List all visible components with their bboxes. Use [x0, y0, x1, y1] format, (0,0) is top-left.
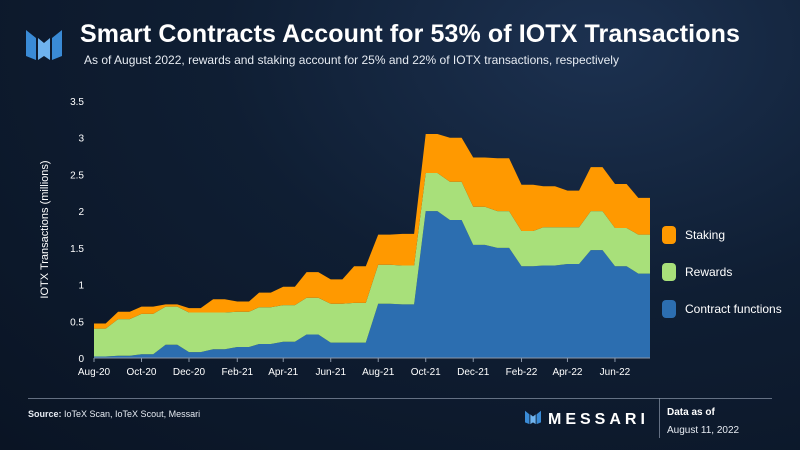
- legend-label-staking: Staking: [685, 228, 725, 242]
- legend-swatch-contract-functions: [662, 300, 676, 318]
- messari-logo-icon: [524, 409, 542, 430]
- x-tick-label: Feb-21: [221, 367, 253, 378]
- x-tick-label: Oct-21: [411, 367, 441, 378]
- chart-title: Smart Contracts Account for 53% of IOTX …: [80, 20, 740, 48]
- footer-divider: [28, 398, 772, 399]
- legend-label-contract-functions: Contract functions: [685, 302, 782, 316]
- legend-swatch-staking: [662, 226, 676, 244]
- source-note: Source: IoTeX Scan, IoTeX Scout, Messari: [28, 409, 200, 419]
- series-area-rewards: [94, 173, 650, 357]
- y-tick-label: 1.5: [70, 244, 84, 255]
- y-tick-label: 3.5: [70, 97, 84, 108]
- y-tick-label: 0: [78, 354, 84, 365]
- series-area-contract-functions: [94, 211, 650, 358]
- brand-name: MESSARI: [548, 410, 649, 428]
- x-tick-label: Feb-22: [506, 367, 538, 378]
- y-tick-label: 0.5: [70, 317, 84, 328]
- x-tick-label: Apr-22: [552, 367, 582, 378]
- x-tick-label: Dec-20: [173, 367, 206, 378]
- x-tick-label: Aug-20: [78, 367, 111, 378]
- messari-logo-icon: [24, 26, 64, 62]
- y-tick-label: 2: [78, 207, 84, 218]
- data-as-of-label: Data as of: [667, 407, 715, 418]
- x-tick-label: Jun-22: [600, 367, 631, 378]
- brand-mark: MESSARI: [524, 409, 649, 430]
- data-as-of-date: August 11, 2022: [667, 425, 740, 436]
- chart-subtitle: As of August 2022, rewards and staking a…: [84, 53, 619, 67]
- y-axis-title: IOTX Transactions (millions): [39, 160, 51, 298]
- source-label: Source:: [28, 409, 62, 419]
- series-area-staking: [94, 134, 650, 329]
- chart-area: 0 0.5 1 1.5 2 2.5 3 3.5 Aug-20 Oct-20 Dec-20 Feb-21…: [39, 97, 782, 378]
- y-tick-label: 2.5: [70, 170, 84, 181]
- y-tick-label: 3: [78, 134, 84, 145]
- footer-vertical-divider: [659, 398, 660, 438]
- x-tick-label: Aug-21: [362, 367, 395, 378]
- legend-swatch-rewards: [662, 263, 676, 281]
- x-tick-label: Dec-21: [457, 367, 490, 378]
- legend-label-rewards: Rewards: [685, 265, 732, 279]
- x-tick-label: Apr-21: [268, 367, 298, 378]
- x-tick-label: Oct-20: [126, 367, 156, 378]
- y-tick-label: 1: [78, 281, 84, 292]
- source-text: IoTeX Scan, IoTeX Scout, Messari: [61, 409, 201, 419]
- x-tick-label: Jun-21: [315, 367, 346, 378]
